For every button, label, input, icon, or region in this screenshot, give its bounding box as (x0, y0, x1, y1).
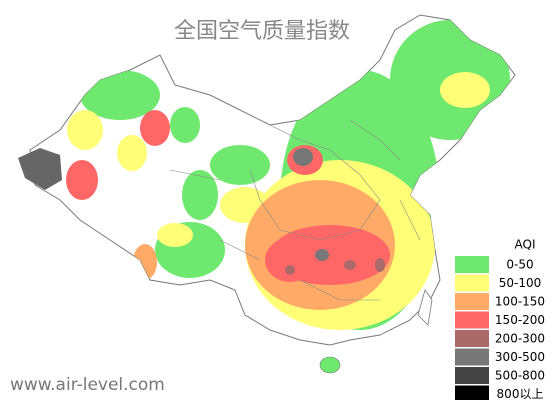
legend-swatch (455, 367, 489, 384)
watermark: www.air-level.com (10, 375, 165, 395)
legend-label: 0-50 (506, 258, 533, 272)
legend-swatch (455, 293, 489, 310)
map (18, 14, 516, 374)
legend: AQI 0-50 50-100 100-150 150-200 200-300 300-5… (452, 236, 552, 403)
aqi-blobs (67, 20, 510, 330)
legend-swatch (455, 348, 489, 366)
legend-label: 500-800 (495, 369, 545, 383)
title: 全国空气质量指数 (174, 19, 350, 44)
blob (18, 148, 62, 190)
blob (66, 160, 98, 200)
taiwan (417, 289, 433, 326)
legend-title: AQI (515, 238, 536, 252)
legend-label: 150-200 (495, 313, 545, 327)
legend-label: 100-150 (495, 295, 545, 309)
legend-label: 300-500 (495, 350, 545, 364)
legend-swatch (455, 330, 489, 347)
legend-swatch (455, 385, 489, 403)
legend-swatch (455, 256, 489, 273)
legend-label: 50-100 (499, 276, 542, 290)
legend-label: 200-300 (495, 332, 545, 346)
legend-swatch (455, 274, 489, 292)
hainan (319, 356, 341, 374)
legend-swatch (455, 311, 489, 329)
legend-label: 800以上 (497, 387, 544, 400)
